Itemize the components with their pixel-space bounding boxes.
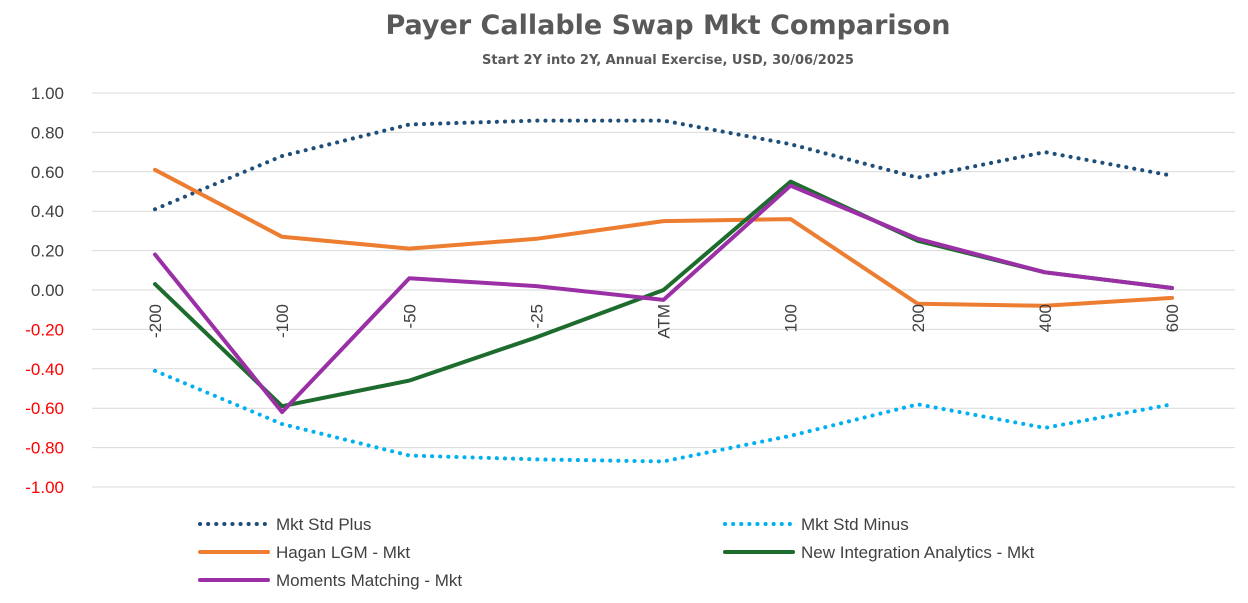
y-tick-label: 0.40 [31,202,64,221]
legend-label: New Integration Analytics - Mkt [801,543,1035,562]
legend-label: Moments Matching - Mkt [276,571,462,590]
x-tick-label: 200 [909,304,928,332]
x-tick-label: -25 [527,304,546,329]
x-tick-label: 600 [1163,304,1182,332]
series-lines [153,118,1174,464]
y-tick-label: 1.00 [31,84,64,103]
y-tick-label: 0.60 [31,163,64,182]
series-line-mkt-std-plus [153,118,1174,212]
y-tick-label: 0.80 [31,123,64,142]
series-line-hagan-lgm-mkt [153,167,1174,308]
y-tick-label: -1.00 [25,478,64,497]
chart-subtitle: Start 2Y into 2Y, Annual Exercise, USD, … [482,53,854,68]
legend: Mkt Std Plus Mkt Std Minus Hagan LGM - Mkt… [198,515,1035,590]
legend-label: Mkt Std Plus [276,515,371,534]
y-tick-label: -0.40 [25,360,64,379]
series-line-new-integration-analytics-mkt [153,179,1174,409]
series-line-moments-matching-mkt [153,183,1174,415]
x-tick-label: -200 [146,304,165,338]
y-tick-label: -0.20 [25,320,64,339]
legend-label: Hagan LGM - Mkt [276,543,410,562]
x-tick-label: 400 [1036,304,1055,332]
y-tick-label: 0.20 [31,242,64,261]
chart-title: Payer Callable Swap Mkt Comparison [385,10,950,41]
y-axis-ticks: 1.00 0.80 0.60 0.40 0.20 0.00 -0.20 -0.40 -0.60 -… [25,84,64,497]
x-tick-label: ATM [655,304,674,339]
x-tick-label: -100 [273,304,292,338]
x-tick-label: 100 [782,304,801,332]
x-axis-ticks: -200 -100 -50 -25 ATM 100 200 400 600 [146,304,1182,339]
y-tick-label: -0.80 [25,439,64,458]
x-tick-label: -50 [400,304,419,329]
y-tick-label: 0.00 [31,281,64,300]
y-tick-label: -0.60 [25,399,64,418]
legend-label: Mkt Std Minus [801,515,909,534]
